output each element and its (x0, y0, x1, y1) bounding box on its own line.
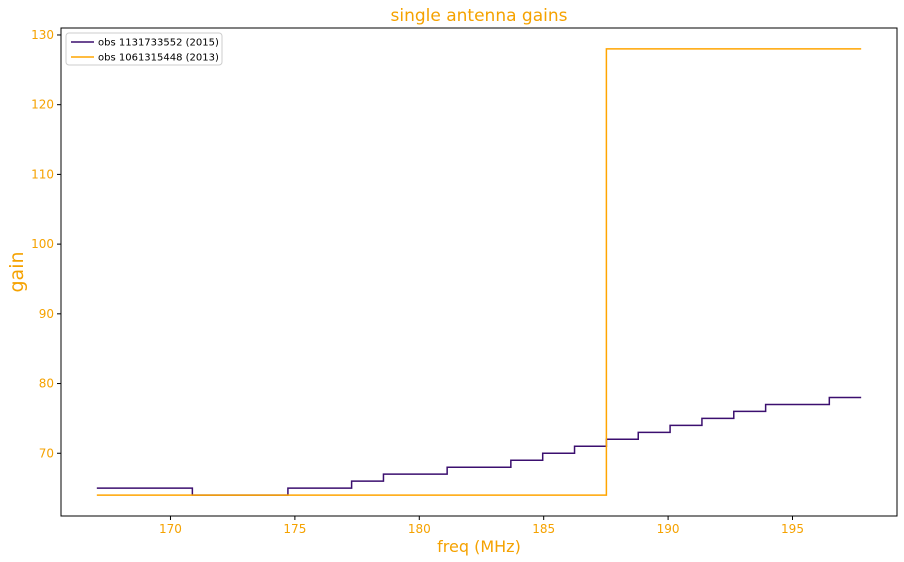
legend-box (65, 32, 223, 66)
plot-frame (60, 27, 898, 517)
series-line-2 (96, 48, 862, 496)
y-tick-label: 80 (39, 377, 54, 391)
y-tick-label: 100 (31, 237, 54, 251)
legend: obs 1131733552 (2015) obs 1061315448 (201… (65, 32, 223, 66)
x-tick-label: 170 (159, 522, 182, 536)
legend-label-1: obs 1131733552 (2015) (98, 38, 219, 49)
chart-title: single antenna gains (391, 6, 568, 26)
y-tick-label: 130 (31, 28, 54, 42)
x-tick-label: 175 (283, 522, 306, 536)
x-tick-label: 180 (408, 522, 431, 536)
y-tick-label: 70 (39, 446, 54, 460)
x-axis-label: freq (MHz) (437, 537, 521, 556)
x-tick-label: 185 (532, 522, 555, 536)
ticks-layer: 170 175 180 185 190 195 70 80 90 100 110 120 130 (31, 28, 804, 536)
y-axis-label: gain (6, 251, 28, 292)
y-tick-label: 120 (31, 98, 54, 112)
x-tick-label: 195 (781, 522, 804, 536)
x-tick-label: 190 (657, 522, 680, 536)
legend-label-2: obs 1061315448 (2013) (98, 53, 219, 64)
y-tick-label: 90 (39, 307, 54, 321)
series-layer (96, 48, 862, 496)
legend-items: obs 1131733552 (2015) obs 1061315448 (201… (71, 38, 219, 64)
series-line-1 (96, 396, 862, 496)
y-tick-label: 110 (31, 167, 54, 181)
